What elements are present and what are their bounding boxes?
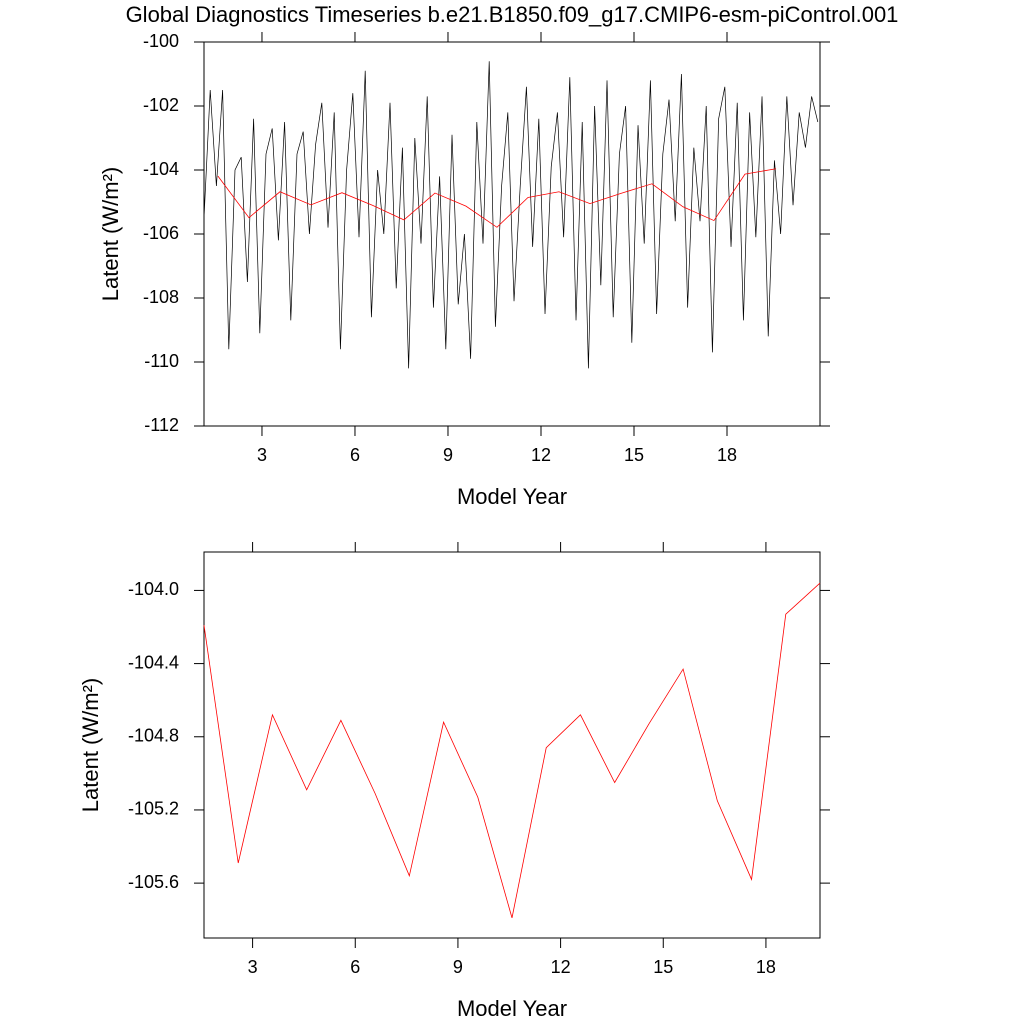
y-tick-label: -104 [143, 159, 179, 179]
y-tick-label: -105.2 [128, 799, 179, 819]
x-tick-label: 15 [653, 957, 673, 977]
y-tick-label: -112 [144, 415, 179, 435]
y-tick-label: -104.0 [128, 579, 179, 599]
y-tick-label: -108 [143, 287, 179, 307]
x-tick-label: 9 [443, 445, 453, 465]
x-axis-title: Model Year [457, 996, 567, 1021]
x-axis-title: Model Year [457, 484, 567, 509]
y-tick-label: -106 [143, 223, 179, 243]
data-line [217, 168, 777, 228]
x-tick-label: 18 [717, 445, 737, 465]
chart-title: Global Diagnostics Timeseries b.e21.B185… [126, 2, 899, 27]
x-tick-label: 12 [531, 445, 551, 465]
y-tick-label: -110 [144, 351, 179, 371]
y-tick-label: -104.4 [128, 652, 179, 672]
y-tick-label: -100 [143, 31, 179, 51]
data-line [203, 61, 819, 369]
x-tick-label: 3 [248, 957, 258, 977]
x-tick-label: 6 [350, 445, 360, 465]
x-tick-label: 18 [756, 957, 776, 977]
plot-frame [203, 551, 821, 939]
x-tick-label: 12 [551, 957, 571, 977]
y-tick-label: -102 [143, 95, 179, 115]
x-tick-label: 9 [453, 957, 463, 977]
y-tick-label: -105.6 [128, 872, 179, 892]
x-tick-label: 6 [350, 957, 360, 977]
x-tick-label: 3 [257, 445, 267, 465]
data-line [203, 582, 821, 918]
y-axis-title: Latent (W/m²) [98, 167, 123, 301]
y-tick-label: -104.8 [128, 726, 179, 746]
y-axis-title: Latent (W/m²) [78, 678, 103, 812]
x-tick-label: 15 [624, 445, 644, 465]
